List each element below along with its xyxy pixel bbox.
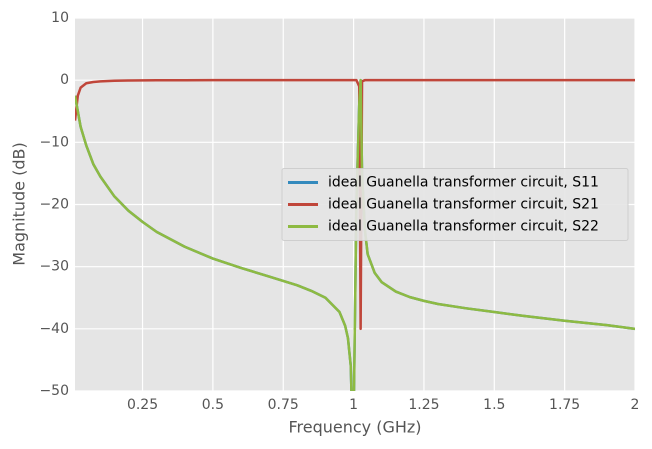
x-tick-label: 0.5 xyxy=(202,397,224,413)
y-tick-label: −20 xyxy=(39,197,69,213)
x-tick-label: 1.5 xyxy=(483,397,505,413)
x-tick-label: 1.25 xyxy=(408,397,439,413)
series-line xyxy=(75,78,635,331)
x-tick-label: 1.75 xyxy=(549,397,580,413)
legend-box xyxy=(281,168,629,241)
legend-label: ideal Guanella transformer circuit, S11 xyxy=(328,175,599,191)
x-tick-label: 0.75 xyxy=(268,397,299,413)
y-tick-label: 10 xyxy=(51,10,69,26)
y-tick-label: −30 xyxy=(39,259,69,275)
legend-label: ideal Guanella transformer circuit, S21 xyxy=(328,197,599,213)
x-axis-label: Frequency (GHz) xyxy=(288,418,421,437)
legend-label: ideal Guanella transformer circuit, S22 xyxy=(328,219,599,235)
y-tick-label: −10 xyxy=(39,134,69,150)
x-tick-label: 2 xyxy=(631,397,640,413)
y-tick-label: 0 xyxy=(60,72,69,88)
y-tick-label: −40 xyxy=(39,321,69,337)
x-tick-label: 0.25 xyxy=(127,397,158,413)
y-axis-label: Magnitude (dB) xyxy=(10,142,29,265)
x-tick-label: 1 xyxy=(349,397,358,413)
y-tick-label: −50 xyxy=(39,383,69,399)
series-line xyxy=(75,78,635,391)
